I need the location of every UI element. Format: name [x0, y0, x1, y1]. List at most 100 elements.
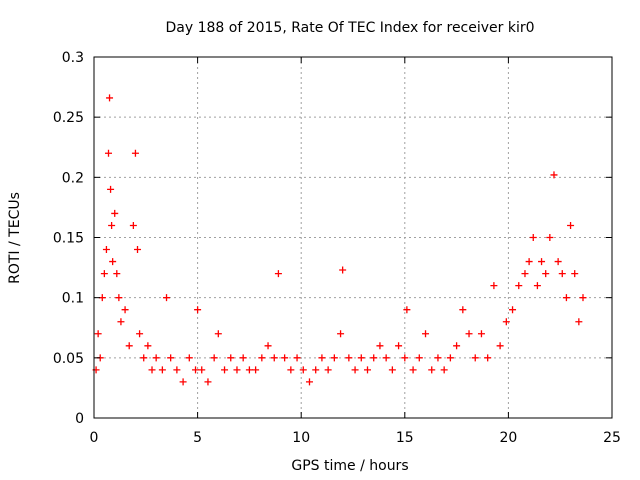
data-point [194, 306, 202, 314]
data-point [434, 354, 442, 362]
data-point [210, 354, 218, 362]
data-point [351, 366, 359, 374]
x-tick-label: 15 [396, 430, 414, 446]
data-point [533, 282, 541, 290]
data-point [558, 270, 566, 278]
data-point [575, 318, 583, 326]
data-point [477, 330, 485, 338]
data-point [179, 378, 187, 386]
data-point [305, 378, 313, 386]
data-point [330, 354, 338, 362]
data-point [108, 221, 116, 229]
data-point [509, 306, 517, 314]
data-point [144, 342, 152, 350]
data-point [422, 330, 430, 338]
data-point [102, 246, 110, 254]
chart-title: Day 188 of 2015, Rate Of TEC Index for r… [165, 20, 534, 36]
data-point [134, 246, 142, 254]
data-point [129, 221, 137, 229]
data-point [287, 366, 295, 374]
data-point [446, 354, 454, 362]
data-point [542, 270, 550, 278]
data-point [270, 354, 278, 362]
data-point [401, 354, 409, 362]
data-point [233, 366, 241, 374]
data-point [214, 330, 222, 338]
data-points [92, 94, 587, 386]
data-point [299, 366, 307, 374]
data-point [345, 354, 353, 362]
data-point [440, 366, 448, 374]
data-point [409, 366, 417, 374]
data-point [109, 258, 117, 266]
data-point [293, 354, 301, 362]
data-point [117, 318, 125, 326]
data-point [337, 330, 345, 338]
x-axis-label: GPS time / hours [291, 458, 408, 474]
y-axis-label: ROTI / TECUs [7, 192, 23, 284]
data-point [121, 306, 129, 314]
y-tick-label: 0.25 [53, 110, 84, 126]
data-point [324, 366, 332, 374]
data-point [484, 354, 492, 362]
data-point [496, 342, 504, 350]
data-point [140, 354, 148, 362]
data-point [471, 354, 479, 362]
data-point [167, 354, 175, 362]
data-point [204, 378, 212, 386]
data-point [428, 366, 436, 374]
ticks: 0 0.05 0.1 0.15 0.2 0.25 0.3 0 5 10 15 20 25 [53, 50, 621, 446]
data-point [579, 294, 587, 302]
data-point [312, 366, 320, 374]
y-tick-label: 0.15 [53, 231, 84, 247]
data-point [173, 366, 181, 374]
data-point [106, 94, 114, 102]
data-point [111, 209, 119, 217]
data-point [148, 366, 156, 374]
data-point [538, 258, 546, 266]
data-point [550, 171, 558, 179]
data-point [281, 354, 289, 362]
y-tick-label: 0.3 [62, 50, 84, 66]
data-point [163, 294, 171, 302]
y-tick-label: 0.1 [62, 291, 84, 307]
data-point [521, 270, 529, 278]
data-point [370, 354, 378, 362]
data-point [388, 366, 396, 374]
data-point [339, 266, 347, 274]
data-point [554, 258, 562, 266]
data-point [152, 354, 160, 362]
data-point [395, 342, 403, 350]
data-point [490, 282, 498, 290]
data-point [453, 342, 461, 350]
data-point [465, 330, 473, 338]
data-point [245, 366, 253, 374]
data-point [546, 234, 554, 241]
x-tick-label: 20 [499, 430, 517, 446]
y-tick-label: 0 [75, 411, 84, 427]
data-point [364, 366, 372, 374]
data-point [252, 366, 260, 374]
data-point [502, 318, 510, 326]
data-point [357, 354, 365, 362]
data-point [571, 270, 579, 278]
data-point [125, 342, 133, 350]
data-point [318, 354, 326, 362]
data-point [459, 306, 467, 314]
data-point [136, 330, 144, 338]
data-point [115, 294, 123, 302]
data-point [562, 294, 570, 302]
data-point [258, 354, 266, 362]
data-point [529, 234, 537, 241]
data-point [221, 366, 229, 374]
data-point [376, 342, 384, 350]
data-point [113, 270, 121, 278]
data-point [185, 354, 193, 362]
data-point [415, 354, 423, 362]
data-point [198, 366, 206, 374]
data-point [107, 185, 115, 193]
y-tick-label: 0.2 [62, 170, 84, 186]
data-point [567, 221, 575, 229]
data-point [239, 354, 247, 362]
x-tick-label: 25 [603, 430, 621, 446]
